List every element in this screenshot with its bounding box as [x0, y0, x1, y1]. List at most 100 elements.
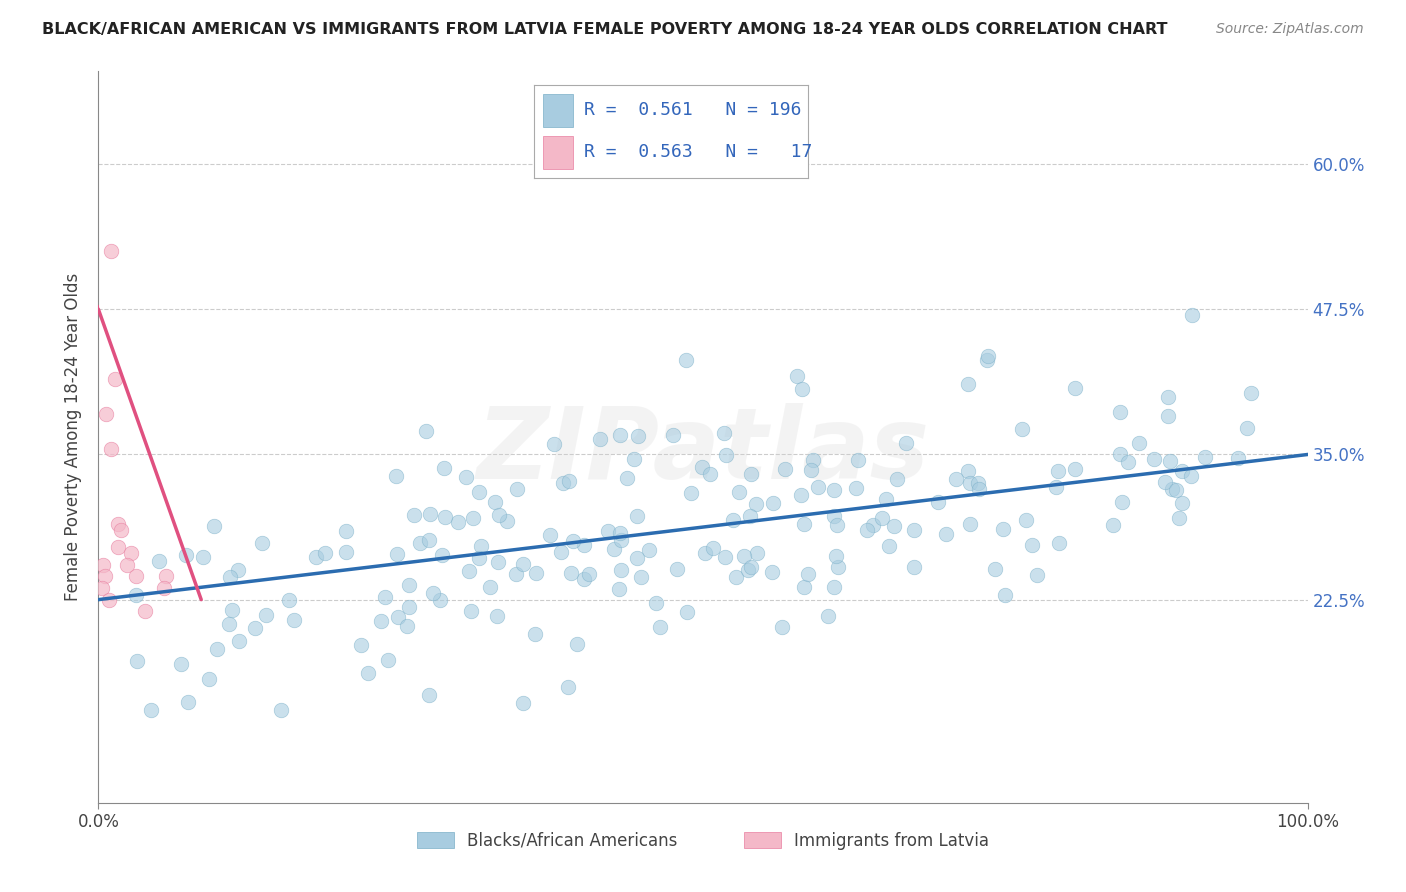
Point: [486, 555, 509, 569]
Point: [845, 481, 868, 495]
Point: [205, 642, 228, 657]
Point: [862, 518, 884, 533]
Point: [714, 549, 737, 564]
Point: [894, 436, 917, 450]
Point: [305, 549, 328, 564]
Point: [538, 528, 561, 542]
Point: [228, 633, 250, 648]
Bar: [543, 136, 572, 169]
Point: [134, 604, 156, 618]
Point: [387, 610, 409, 624]
Point: [572, 538, 595, 552]
Point: [690, 459, 713, 474]
Point: [1157, 390, 1180, 404]
Point: [125, 569, 148, 583]
Point: [883, 519, 905, 533]
Point: [470, 539, 492, 553]
Point: [603, 542, 626, 557]
Point: [967, 482, 990, 496]
Point: [1064, 462, 1087, 476]
Point: [252, 536, 274, 550]
Point: [993, 522, 1015, 536]
Point: [875, 491, 897, 506]
Point: [626, 509, 648, 524]
Point: [588, 433, 610, 447]
Point: [468, 551, 491, 566]
Point: [737, 563, 759, 577]
Point: [1116, 455, 1139, 469]
Point: [408, 536, 430, 550]
Point: [458, 564, 481, 578]
Point: [1011, 422, 1033, 436]
Point: [793, 516, 815, 531]
Point: [479, 580, 502, 594]
Point: [793, 581, 815, 595]
Point: [560, 566, 582, 580]
Point: [454, 470, 477, 484]
Point: [107, 541, 129, 555]
Point: [1064, 381, 1087, 395]
Point: [90, 581, 112, 595]
Point: [523, 626, 546, 640]
Point: [1240, 386, 1263, 401]
Point: [1047, 536, 1070, 550]
Point: [221, 603, 243, 617]
Point: [485, 609, 508, 624]
Y-axis label: Female Poverty Among 18-24 Year Olds: Female Poverty Among 18-24 Year Olds: [63, 273, 82, 601]
Text: BLACK/AFRICAN AMERICAN VS IMMIGRANTS FROM LATVIA FEMALE POVERTY AMONG 18-24 YEAR: BLACK/AFRICAN AMERICAN VS IMMIGRANTS FRO…: [42, 22, 1167, 37]
Point: [727, 485, 749, 500]
Point: [1046, 464, 1069, 478]
Point: [115, 558, 138, 572]
Text: R =  0.561   N = 196: R = 0.561 N = 196: [583, 102, 801, 120]
Point: [801, 453, 824, 467]
Point: [935, 527, 957, 541]
Point: [702, 541, 724, 555]
Point: [823, 580, 845, 594]
Point: [506, 482, 529, 496]
Point: [846, 453, 869, 467]
Point: [1180, 469, 1202, 483]
Point: [551, 476, 574, 491]
Point: [740, 467, 762, 482]
Point: [557, 681, 579, 695]
Point: [1015, 512, 1038, 526]
Point: [609, 427, 631, 442]
Point: [543, 437, 565, 451]
Point: [460, 604, 482, 618]
Point: [1045, 480, 1067, 494]
Point: [335, 545, 357, 559]
Point: [681, 486, 703, 500]
Point: [626, 551, 648, 566]
Point: [174, 549, 197, 563]
Point: [356, 665, 378, 680]
Point: [903, 559, 925, 574]
Point: [877, 540, 900, 554]
Point: [226, 563, 249, 577]
Point: [155, 569, 177, 583]
Point: [107, 517, 129, 532]
Point: [927, 495, 949, 509]
Point: [377, 653, 399, 667]
Point: [433, 460, 456, 475]
Point: [550, 545, 572, 559]
Point: [335, 524, 357, 538]
Point: [977, 349, 1000, 363]
Point: [419, 507, 441, 521]
Point: [747, 546, 769, 560]
Point: [398, 599, 420, 614]
Point: [488, 508, 510, 523]
Point: [630, 570, 652, 584]
Point: [714, 448, 737, 462]
Point: [418, 688, 440, 702]
Point: [1025, 568, 1047, 582]
Point: [994, 588, 1017, 602]
Point: [152, 581, 174, 595]
Point: [959, 516, 981, 531]
Point: [270, 703, 292, 717]
Point: [824, 483, 846, 497]
Text: ZIPatlas: ZIPatlas: [477, 403, 929, 500]
Point: [148, 554, 170, 568]
Point: [98, 592, 121, 607]
Point: [110, 523, 132, 537]
Point: [100, 244, 122, 259]
